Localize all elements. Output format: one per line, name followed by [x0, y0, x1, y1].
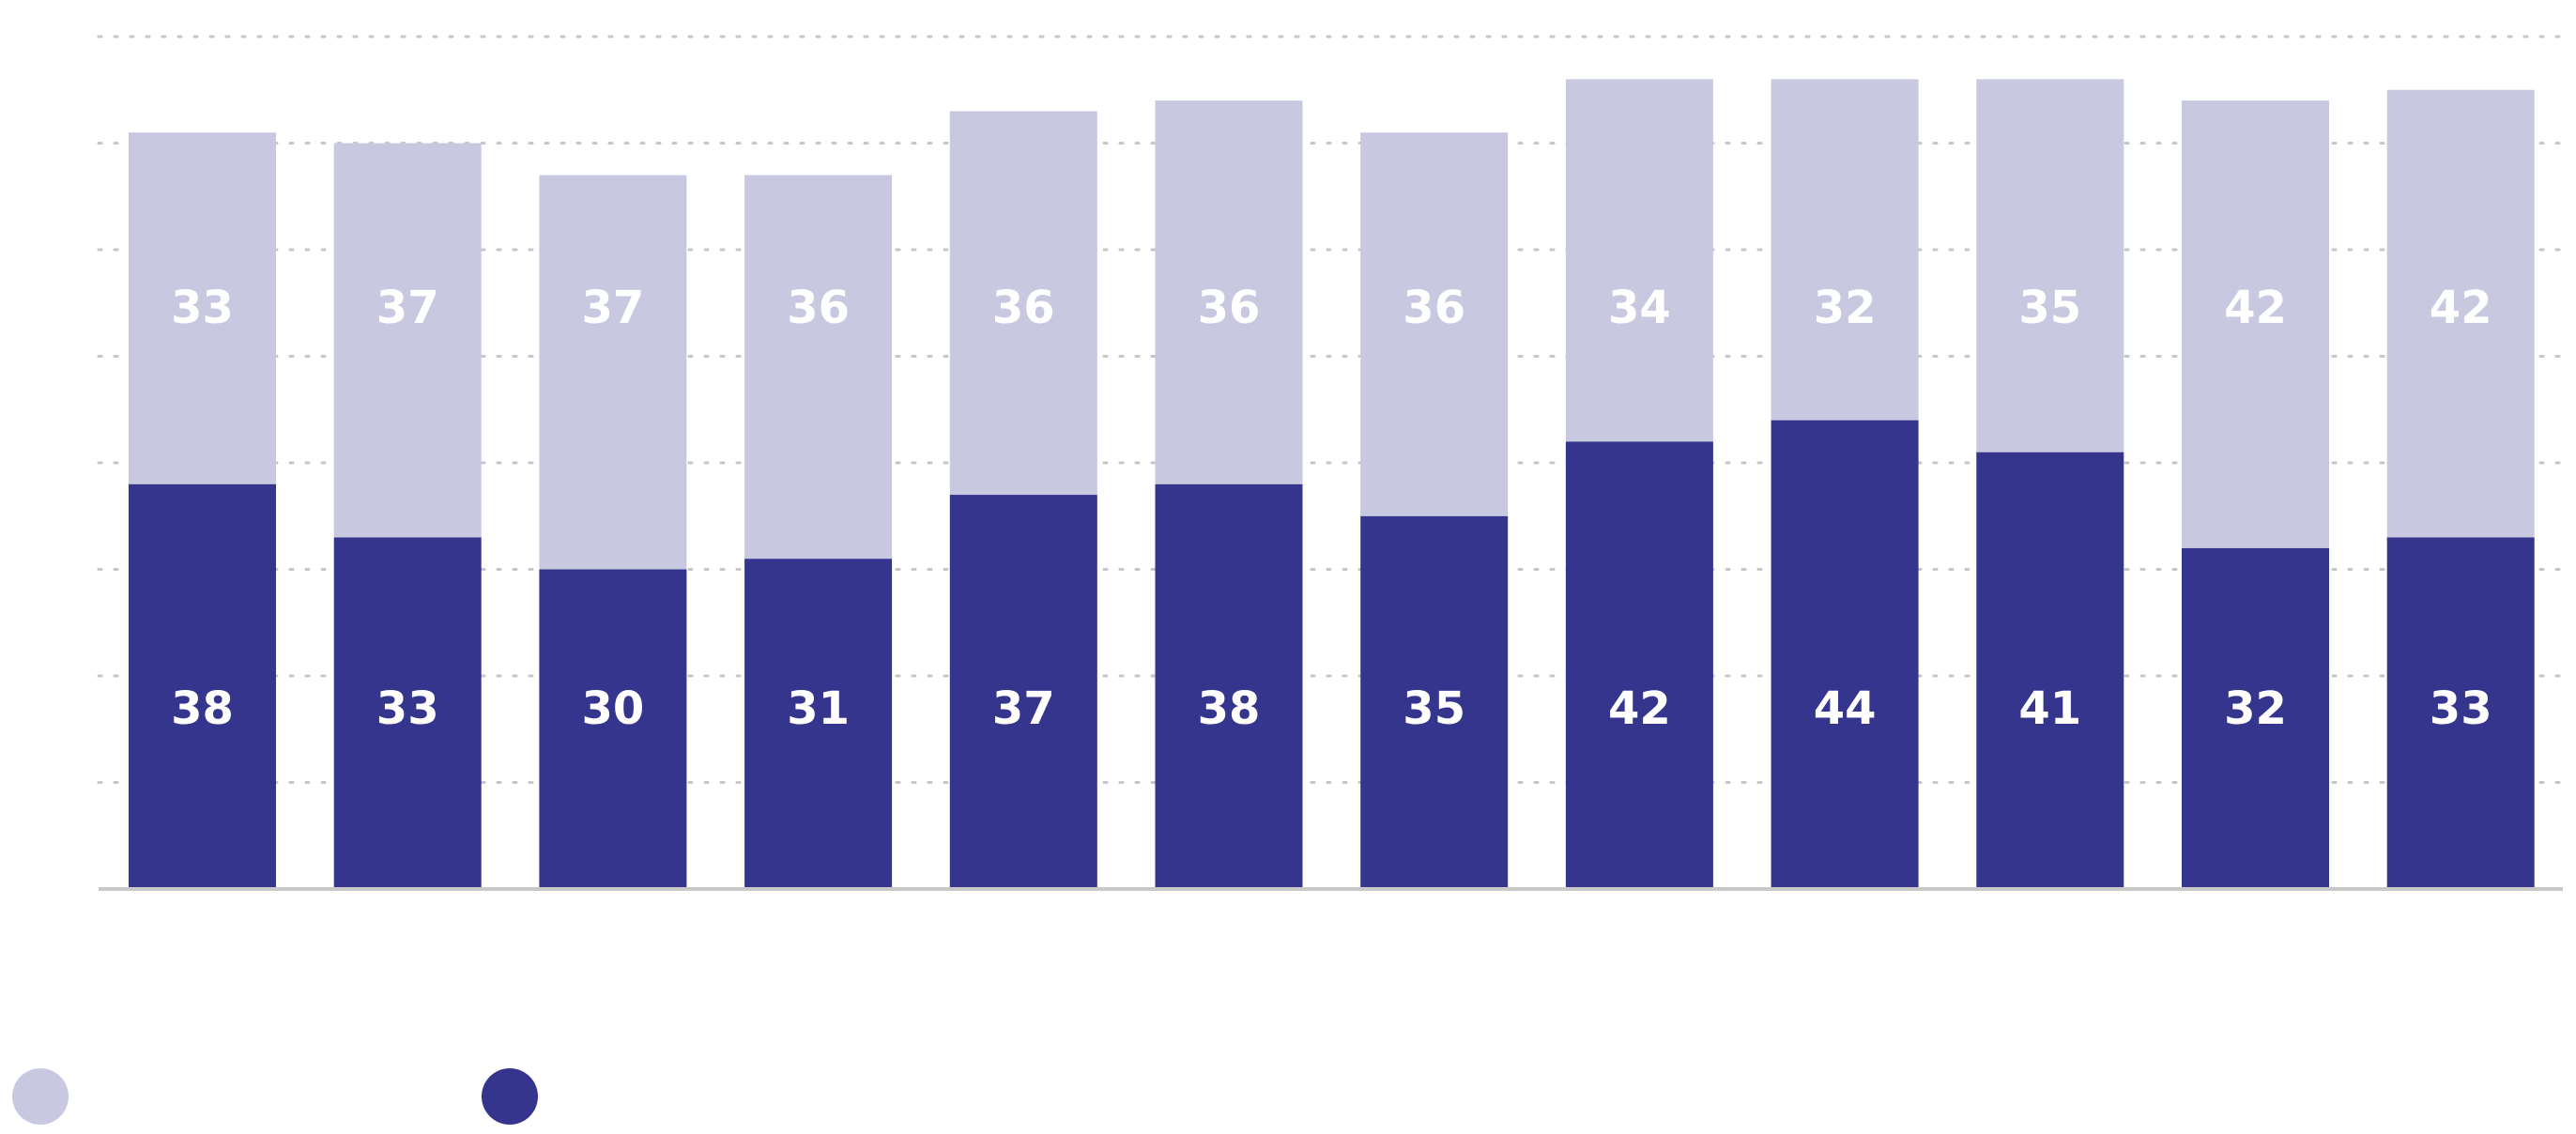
data-label-series-1-9: 35 — [2018, 282, 2081, 334]
bar-segment-series-1-2 — [539, 175, 687, 570]
data-label-series-1-7: 34 — [1608, 282, 1671, 334]
data-label-series-1-5: 36 — [1198, 282, 1261, 334]
data-label-series-1-2: 37 — [582, 282, 645, 334]
bar-segment-series-0-3 — [744, 559, 893, 889]
data-label-series-0-8: 44 — [1814, 682, 1877, 735]
bar-segment-series-0-8 — [1771, 420, 1919, 889]
bar-segment-series-1-0 — [129, 132, 276, 484]
data-label-series-1-1: 37 — [376, 282, 439, 334]
bars — [129, 79, 2535, 889]
data-label-series-0-10: 32 — [2224, 682, 2287, 735]
data-label-series-0-5: 38 — [1198, 682, 1261, 735]
data-label-series-0-2: 30 — [582, 682, 645, 735]
data-label-series-1-11: 42 — [2430, 282, 2492, 334]
data-labels: 38 33 33 37 30 37 31 36 37 36 38 36 35 36 42 34 44 32 41 35… — [171, 282, 2492, 735]
bar-segment-series-1-3 — [744, 175, 893, 559]
bar-segment-series-0-6 — [1360, 515, 1509, 889]
data-label-series-0-11: 33 — [2430, 682, 2492, 735]
data-label-series-1-4: 36 — [992, 282, 1055, 334]
bar-segment-series-1-7 — [1565, 79, 1713, 442]
bar-segment-series-0-4 — [949, 495, 1097, 889]
data-label-series-1-3: 36 — [787, 282, 850, 334]
data-label-series-1-10: 42 — [2224, 282, 2287, 334]
bar-segment-series-1-6 — [1360, 132, 1509, 516]
bar-segment-series-0-1 — [333, 537, 482, 889]
bar-segment-series-1-10 — [2182, 100, 2329, 548]
bar-segment-series-1-1 — [333, 143, 482, 538]
data-label-series-0-7: 42 — [1608, 682, 1671, 735]
bar-segment-series-1-11 — [2386, 89, 2535, 538]
data-label-series-0-4: 37 — [992, 682, 1055, 735]
data-label-series-1-6: 36 — [1403, 282, 1465, 334]
bar-segment-series-1-9 — [1976, 79, 2124, 452]
data-label-series-0-0: 38 — [171, 682, 234, 735]
bar-segment-series-0-0 — [129, 483, 276, 889]
gridlines — [97, 35, 2565, 784]
data-label-series-1-8: 32 — [1814, 282, 1877, 334]
bar-segment-series-0-10 — [2182, 547, 2329, 889]
bar-segment-series-0-5 — [1155, 483, 1303, 889]
legend-marker-0 — [12, 1068, 69, 1125]
data-label-series-1-0: 33 — [171, 282, 234, 334]
bar-segment-series-1-8 — [1771, 79, 1919, 421]
bar-segment-series-0-11 — [2386, 537, 2535, 889]
bar-segment-series-0-9 — [1976, 452, 2124, 889]
data-label-series-0-6: 35 — [1403, 682, 1465, 735]
bar-segment-series-1-5 — [1155, 100, 1303, 484]
legend-marker-1 — [482, 1068, 538, 1125]
legend — [12, 1068, 538, 1125]
data-label-series-0-3: 31 — [787, 682, 850, 735]
bar-segment-series-0-7 — [1565, 441, 1713, 889]
bar-segment-series-0-2 — [539, 569, 687, 889]
data-label-series-0-1: 33 — [376, 682, 439, 735]
data-label-series-0-9: 41 — [2018, 682, 2081, 735]
bar-segment-series-1-4 — [949, 111, 1097, 496]
